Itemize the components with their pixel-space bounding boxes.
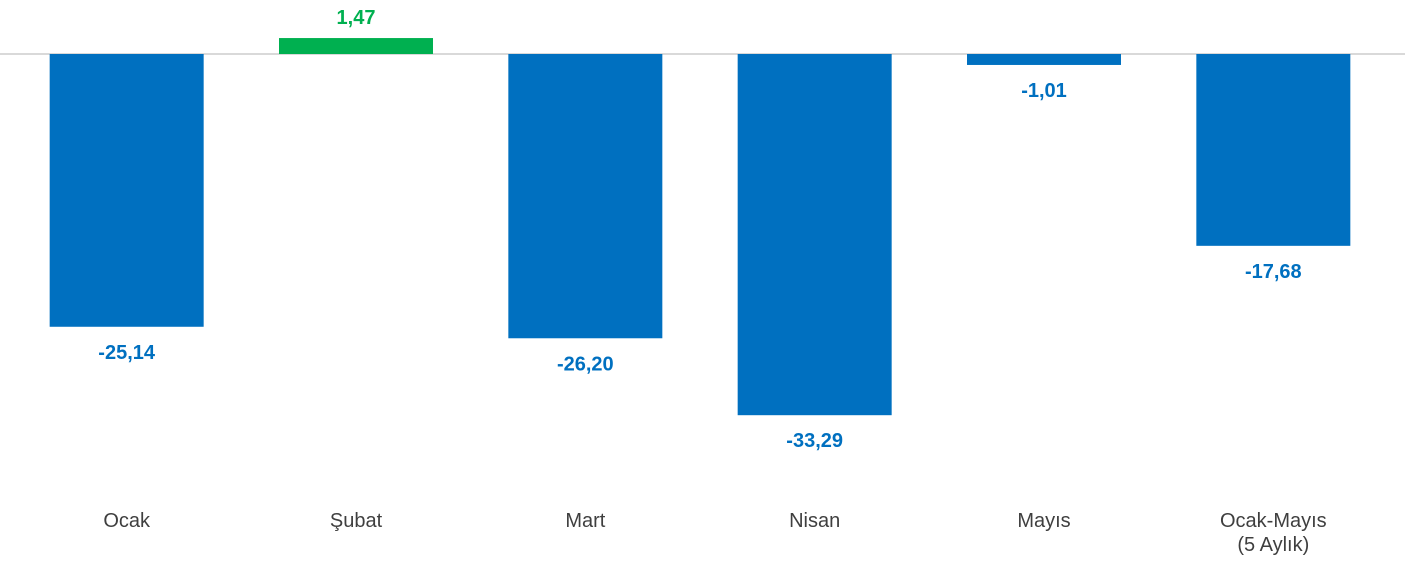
value-labels-group: -25,14 1,47 -26,20 -33,29 -1,01 -17,68: [98, 7, 1301, 452]
category-label-0: Ocak: [103, 510, 151, 532]
category-label-3: Nisan: [789, 510, 840, 532]
value-label-2: -26,20: [557, 353, 614, 375]
category-label-1: Şubat: [330, 510, 383, 532]
category-label-line: Şubat: [330, 510, 383, 532]
value-label-5: -17,68: [1245, 261, 1302, 283]
category-labels-group: Ocak Şubat Mart Nisan Mayıs Ocak-Mayıs (5 Aylı…: [103, 510, 1326, 556]
category-label-line: Mart: [565, 510, 605, 532]
value-label-3: -33,29: [786, 430, 843, 452]
bar-1: [279, 38, 433, 54]
category-label-line: Nisan: [789, 510, 840, 532]
category-label-line: Ocak: [103, 510, 151, 532]
bar-3: [737, 54, 892, 416]
category-label-line: Ocak-Mayıs: [1220, 510, 1327, 532]
value-label-0: -25,14: [98, 342, 156, 364]
category-label-4: Mayıs: [1017, 510, 1070, 532]
bar-4: [967, 54, 1121, 65]
category-label-5: Ocak-Mayıs (5 Aylık): [1220, 510, 1327, 556]
value-label-4: -1,01: [1021, 80, 1067, 102]
bar-5: [1196, 54, 1351, 246]
bars-group: [49, 38, 1351, 416]
value-label-1: 1,47: [337, 7, 376, 29]
category-label-2: Mart: [565, 510, 605, 532]
bar-0: [49, 54, 204, 327]
bar-2: [508, 54, 663, 339]
category-label-line: Mayıs: [1017, 510, 1070, 532]
category-label-line: (5 Aylık): [1237, 534, 1309, 556]
